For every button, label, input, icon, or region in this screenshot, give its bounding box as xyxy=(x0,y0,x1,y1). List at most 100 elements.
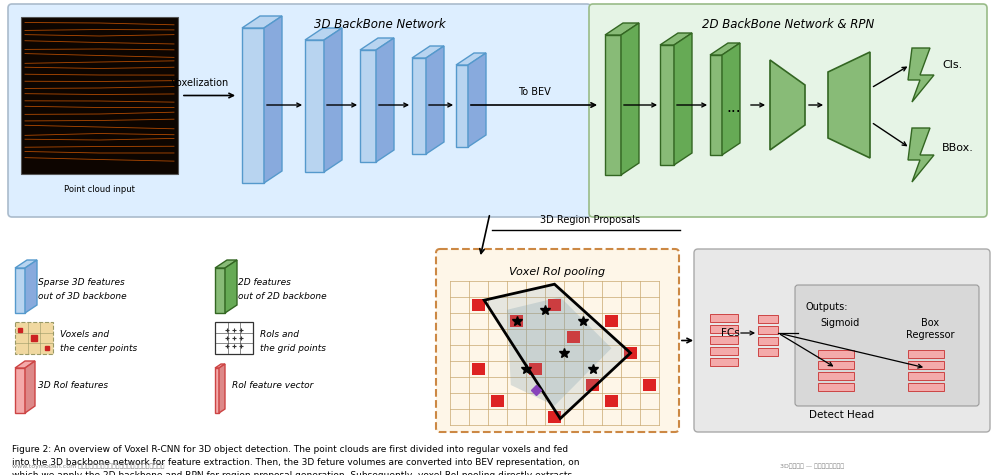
Text: Point cloud input: Point cloud input xyxy=(64,185,135,194)
Text: www.toymoban.com 网络图片仅供展示，非任何图，如有侵权联系刪除。: www.toymoban.com 网络图片仅供展示，非任何图，如有侵权联系刪除。 xyxy=(12,464,164,469)
Bar xyxy=(472,363,485,375)
Text: Voxelization: Voxelization xyxy=(171,77,229,87)
Text: out of 3D backbone: out of 3D backbone xyxy=(38,292,127,301)
Polygon shape xyxy=(507,297,612,406)
Text: 3D Region Proposals: 3D Region Proposals xyxy=(540,215,640,225)
Polygon shape xyxy=(242,28,264,183)
Polygon shape xyxy=(360,38,394,50)
Bar xyxy=(908,350,944,358)
Text: Cls.: Cls. xyxy=(942,60,962,70)
Polygon shape xyxy=(605,35,621,175)
Text: 3D RoI features: 3D RoI features xyxy=(38,381,108,390)
Text: Box
Regressor: Box Regressor xyxy=(906,318,954,340)
Text: Outputs:: Outputs: xyxy=(806,302,848,312)
Text: which we apply the 2D backbone and RPN for region proposal generation. Subsequen: which we apply the 2D backbone and RPN f… xyxy=(12,471,572,475)
Bar xyxy=(710,314,738,322)
Bar xyxy=(710,325,738,333)
Bar xyxy=(643,379,656,391)
Polygon shape xyxy=(264,16,282,183)
Bar xyxy=(818,383,854,391)
Bar xyxy=(908,383,944,391)
Bar xyxy=(758,337,778,345)
Polygon shape xyxy=(710,55,722,155)
Polygon shape xyxy=(908,128,934,182)
Bar xyxy=(758,326,778,334)
Bar xyxy=(818,350,854,358)
FancyBboxPatch shape xyxy=(694,249,990,432)
Text: BBox.: BBox. xyxy=(942,143,974,153)
Bar xyxy=(548,411,561,423)
Bar xyxy=(758,348,778,356)
Text: RoI feature vector: RoI feature vector xyxy=(232,381,313,390)
Text: 3D目标检测 — 来自年轻人的博客: 3D目标检测 — 来自年轻人的博客 xyxy=(780,464,844,469)
Polygon shape xyxy=(426,46,444,154)
Polygon shape xyxy=(828,52,870,158)
Polygon shape xyxy=(710,43,740,55)
Bar xyxy=(818,372,854,380)
Bar xyxy=(605,315,618,327)
Polygon shape xyxy=(770,60,805,150)
Polygon shape xyxy=(219,364,225,413)
Polygon shape xyxy=(225,260,237,313)
Polygon shape xyxy=(412,58,426,154)
Polygon shape xyxy=(242,16,282,28)
Polygon shape xyxy=(674,33,692,165)
Text: ...: ... xyxy=(727,101,741,115)
Bar xyxy=(908,361,944,369)
Bar xyxy=(908,372,944,380)
Bar xyxy=(605,395,618,407)
Polygon shape xyxy=(412,46,444,58)
Polygon shape xyxy=(484,284,631,418)
Polygon shape xyxy=(376,38,394,162)
Polygon shape xyxy=(456,65,468,147)
Bar xyxy=(624,347,637,359)
Bar xyxy=(491,395,504,407)
Bar xyxy=(548,299,561,311)
Polygon shape xyxy=(15,361,35,368)
Polygon shape xyxy=(215,368,219,413)
Polygon shape xyxy=(621,23,639,175)
FancyBboxPatch shape xyxy=(795,285,979,406)
Bar xyxy=(529,363,542,375)
Bar xyxy=(472,299,485,311)
Polygon shape xyxy=(360,50,376,162)
Polygon shape xyxy=(305,40,324,172)
Polygon shape xyxy=(15,260,37,268)
Text: Figure 2: An overview of Voxel R-CNN for 3D object detection. The point clouds a: Figure 2: An overview of Voxel R-CNN for… xyxy=(12,445,568,454)
Bar xyxy=(586,379,599,391)
Polygon shape xyxy=(722,43,740,155)
Text: 2D BackBone Network & RPN: 2D BackBone Network & RPN xyxy=(702,18,874,31)
Polygon shape xyxy=(215,260,237,268)
Text: Voxel RoI pooling: Voxel RoI pooling xyxy=(509,267,606,277)
Polygon shape xyxy=(25,361,35,413)
Text: Voxels and: Voxels and xyxy=(60,330,109,339)
Polygon shape xyxy=(456,53,486,65)
Text: RoIs and: RoIs and xyxy=(260,330,299,339)
FancyBboxPatch shape xyxy=(8,4,591,217)
FancyBboxPatch shape xyxy=(21,17,178,174)
Polygon shape xyxy=(324,28,342,172)
Text: the grid points: the grid points xyxy=(260,344,326,353)
Polygon shape xyxy=(25,260,37,313)
Text: Sparse 3D features: Sparse 3D features xyxy=(38,278,125,287)
Bar xyxy=(818,361,854,369)
Polygon shape xyxy=(15,268,25,313)
Text: the center points: the center points xyxy=(60,344,137,353)
Bar xyxy=(567,331,580,343)
Text: Sigmoid: Sigmoid xyxy=(820,318,860,328)
Bar xyxy=(710,336,738,344)
Bar xyxy=(710,358,738,366)
Polygon shape xyxy=(305,28,342,40)
FancyBboxPatch shape xyxy=(215,322,253,354)
Text: into the 3D backbone network for feature extraction. Then, the 3D feture volumes: into the 3D backbone network for feature… xyxy=(12,458,580,467)
Bar xyxy=(710,347,738,355)
Polygon shape xyxy=(468,53,486,147)
Polygon shape xyxy=(660,33,692,45)
Text: To BEV: To BEV xyxy=(518,87,550,97)
FancyBboxPatch shape xyxy=(589,4,987,217)
Text: FCs: FCs xyxy=(721,328,739,338)
Polygon shape xyxy=(215,268,225,313)
Bar xyxy=(510,315,523,327)
Polygon shape xyxy=(15,368,25,413)
Bar xyxy=(758,315,778,323)
